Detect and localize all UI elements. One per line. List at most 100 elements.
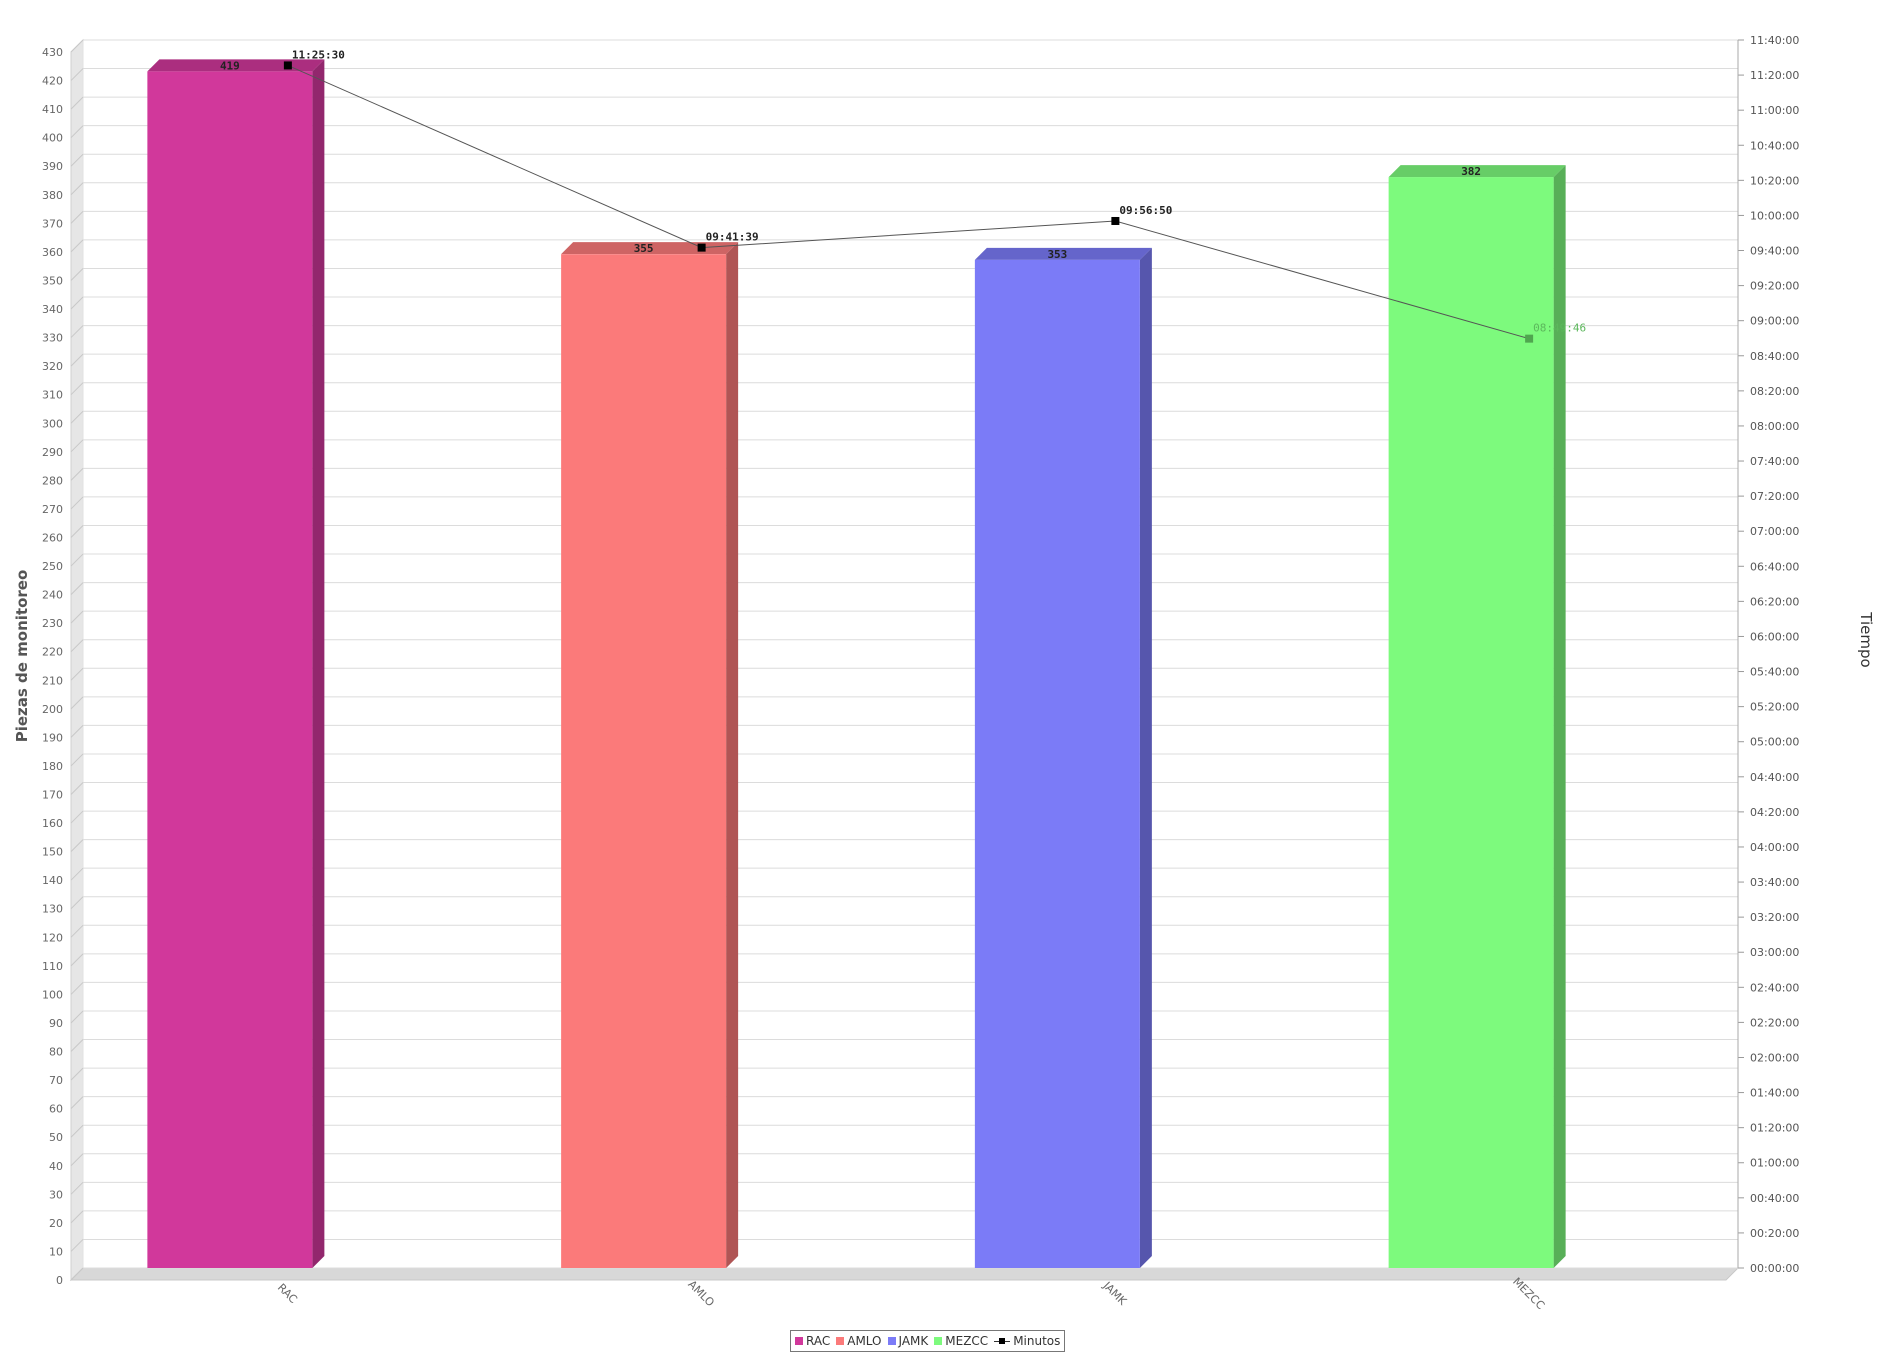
y-right-tick-label: 03:40:00 — [1750, 876, 1799, 889]
line-point — [1111, 216, 1120, 225]
line-point-label: 09:56:50 — [1119, 204, 1172, 217]
gridline-wall — [70, 1210, 84, 1224]
legend-label-jamk: JAMK — [898, 1334, 929, 1348]
gridline-wall — [70, 667, 84, 681]
line-point — [1525, 334, 1534, 343]
plot-floor — [69, 1267, 1740, 1281]
y-axis-right-title: Tiempo — [1857, 612, 1875, 668]
y-tick-label: 270 — [42, 503, 63, 516]
y-right-tick-label: 06:40:00 — [1750, 560, 1799, 573]
line-point-label: 09:41:39 — [706, 231, 759, 244]
bar-side — [312, 59, 325, 1269]
gridline-wall — [70, 696, 84, 710]
y-tick-label: 140 — [42, 874, 63, 887]
y-tick-label: 190 — [42, 731, 63, 744]
legend-label-mezcc: MEZCC — [945, 1334, 989, 1348]
y-right-tick-label: 01:20:00 — [1750, 1122, 1799, 1135]
gridline-wall — [70, 1039, 84, 1052]
y-tick-label: 360 — [42, 246, 63, 259]
legend: RAC AMLO JAMK MEZCC Minutos — [790, 1330, 1066, 1352]
y-tick-label: 420 — [42, 75, 63, 88]
y-right-tick-label: 08:00:00 — [1750, 420, 1799, 433]
gridline-wall — [70, 1124, 84, 1138]
bar-value-label: 419 — [220, 59, 240, 72]
y-tick-label: 220 — [42, 646, 63, 659]
y-right-tick-label: 08:40:00 — [1750, 350, 1799, 363]
y-tick-label: 430 — [42, 46, 63, 59]
y-tick-label: 210 — [42, 674, 63, 687]
gridline-wall — [70, 125, 84, 139]
y-right-tick-label: 09:40:00 — [1750, 245, 1799, 258]
y-right-tick-label: 02:40:00 — [1750, 981, 1799, 994]
gridline-wall — [70, 182, 84, 196]
y-tick-label: 80 — [49, 1046, 63, 1059]
gridline-wall — [70, 839, 84, 852]
gridline-wall — [70, 496, 84, 510]
gridline-wall — [70, 639, 84, 653]
gridline-wall — [70, 953, 84, 967]
gridline-wall — [70, 410, 84, 424]
y-right-tick-label: 09:00:00 — [1750, 315, 1799, 328]
gridline-wall — [70, 1181, 84, 1195]
y-tick-label: 110 — [42, 960, 63, 973]
y-tick-label: 90 — [49, 1017, 63, 1030]
gridline-wall — [70, 210, 84, 224]
y-tick-label: 40 — [49, 1160, 63, 1173]
y-right-tick-label: 00:40:00 — [1750, 1192, 1799, 1205]
gridline-wall — [70, 1067, 84, 1081]
bar-top — [974, 247, 1152, 260]
bar-value-label: 355 — [634, 242, 654, 255]
y-tick-label: 290 — [42, 446, 63, 459]
legend-swatch-mezcc — [934, 1337, 943, 1345]
gridline-wall — [70, 867, 84, 881]
bar-top — [561, 242, 739, 255]
bar-side — [726, 242, 739, 1269]
legend-swatch-amlo — [836, 1337, 845, 1345]
y-tick-label: 180 — [42, 760, 63, 773]
bar-amlo — [561, 254, 727, 1269]
bar-top — [147, 59, 325, 72]
y-tick-label: 230 — [42, 617, 63, 630]
y-tick-label: 350 — [42, 274, 63, 287]
y-tick-label: 200 — [42, 703, 63, 716]
gridline-wall — [70, 68, 84, 81]
gridline-wall — [70, 325, 84, 338]
gridline-wall — [70, 1096, 84, 1110]
y-right-tick-label: 04:00:00 — [1750, 841, 1799, 854]
bar-jamk — [974, 259, 1140, 1268]
y-tick-label: 300 — [42, 417, 63, 430]
y-right-tick-label: 00:00:00 — [1750, 1262, 1799, 1275]
y-tick-label: 340 — [42, 303, 63, 316]
x-tick-label: AMLO — [685, 1278, 717, 1310]
bar-value-label: 353 — [1047, 248, 1067, 261]
y-tick-label: 50 — [49, 1131, 63, 1144]
gridline-wall — [70, 353, 84, 367]
y-tick-label: 20 — [49, 1217, 63, 1230]
legend-item-jamk: JAMK — [887, 1334, 929, 1348]
gridline-wall — [70, 382, 84, 396]
y-right-tick-label: 01:40:00 — [1750, 1087, 1799, 1100]
y-right-tick-label: 11:00:00 — [1750, 104, 1799, 117]
y-right-tick-label: 11:40:00 — [1750, 34, 1799, 47]
bar-mezcc — [1388, 177, 1554, 1268]
y-tick-label: 0 — [56, 1274, 63, 1287]
y-tick-label: 150 — [42, 846, 63, 859]
gridline-wall — [70, 810, 84, 824]
y-tick-label: 70 — [49, 1074, 63, 1087]
legend-line-marker-icon — [994, 1337, 1011, 1345]
y-tick-label: 370 — [42, 217, 63, 230]
y-right-tick-label: 04:40:00 — [1750, 771, 1799, 784]
legend-item-minutos: Minutos — [994, 1334, 1060, 1348]
y-tick-label: 400 — [42, 132, 63, 145]
x-tick-label: JAMK — [1100, 1279, 1130, 1309]
gridline-wall — [70, 39, 84, 53]
y-tick-label: 130 — [42, 903, 63, 916]
y-tick-label: 260 — [42, 531, 63, 544]
y-right-tick-label: 06:20:00 — [1750, 595, 1799, 608]
gridline-wall — [70, 610, 84, 624]
line-point — [283, 61, 292, 70]
y-right-tick-label: 07:40:00 — [1750, 455, 1799, 468]
y-right-tick-label: 02:00:00 — [1750, 1051, 1799, 1064]
gridline-wall — [70, 239, 84, 253]
